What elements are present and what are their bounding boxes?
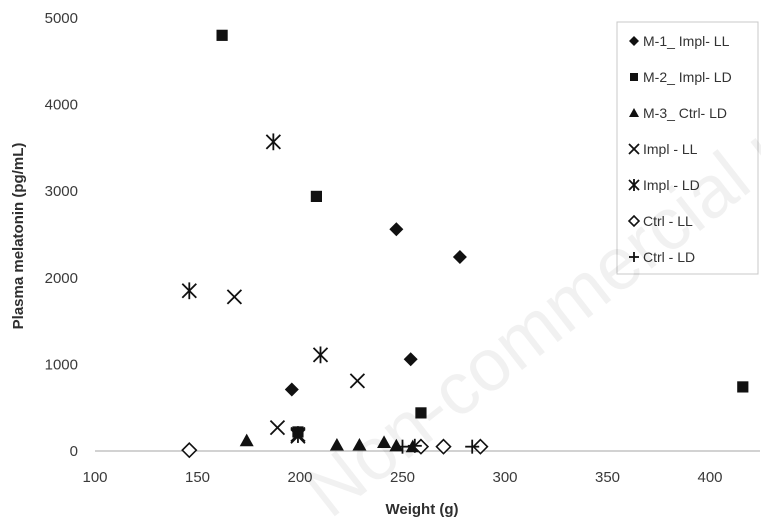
- series-diamond: [284, 222, 467, 397]
- data-point-triangle: [377, 435, 392, 448]
- series-x: [226, 289, 366, 444]
- x-tick-label: 150: [185, 469, 210, 486]
- x-axis-ticks: 100 150 200 250 300 350 400: [82, 469, 722, 486]
- data-point-triangle: [352, 437, 367, 451]
- series-open-diamond: [181, 438, 489, 459]
- legend-marker-star: [628, 179, 640, 191]
- legend-marker-square: [630, 73, 638, 81]
- legend-label: Impl - LL: [643, 141, 698, 157]
- y-tick-label: 2000: [45, 270, 78, 287]
- x-tick-label: 300: [492, 469, 517, 486]
- data-point-open-diamond: [472, 438, 489, 455]
- legend-label: Ctrl - LL: [643, 213, 693, 229]
- data-point-diamond: [452, 250, 467, 265]
- legend-marker-diamond: [629, 36, 639, 46]
- y-tick-label: 5000: [45, 10, 78, 27]
- data-point-square: [310, 190, 322, 202]
- data-point-diamond: [389, 222, 404, 237]
- x-tick-label: 200: [287, 469, 312, 486]
- data-point-square: [415, 407, 427, 419]
- y-axis-ticks: 0 1000 2000 3000 4000 5000: [45, 10, 78, 460]
- data-point-plus: [395, 439, 410, 454]
- data-point-open-diamond: [181, 442, 198, 459]
- series-plus: [395, 438, 480, 454]
- data-point-star: [290, 426, 306, 443]
- series-layer: [181, 29, 749, 459]
- y-tick-label: 1000: [45, 356, 78, 373]
- x-axis-title: Weight (g): [385, 501, 458, 518]
- data-point-open-diamond: [435, 438, 452, 455]
- legend-label: Impl - LD: [643, 177, 700, 193]
- y-tick-label: 3000: [45, 183, 78, 200]
- data-point-triangle: [389, 438, 404, 452]
- series-star: [181, 133, 329, 443]
- x-tick-label: 350: [595, 469, 620, 486]
- legend-box: [616, 21, 759, 275]
- data-point-plus: [465, 439, 480, 454]
- data-point-star: [181, 282, 197, 300]
- legend-marker-open-diamond: [627, 214, 641, 228]
- legend-label: Ctrl - LD: [643, 249, 695, 265]
- data-point-square: [737, 381, 749, 393]
- data-point-plus: [407, 438, 422, 453]
- data-point-x: [269, 419, 286, 436]
- y-tick-label: 4000: [45, 97, 78, 114]
- y-tick-label: 0: [70, 443, 78, 460]
- legend-label: M-1_ Impl- LL: [643, 33, 730, 49]
- data-point-triangle: [239, 433, 254, 447]
- data-point-x: [226, 289, 243, 305]
- data-point-star: [265, 133, 281, 151]
- legend-marker-plus: [629, 252, 639, 262]
- x-tick-label: 100: [82, 469, 107, 486]
- legend: M-1_ Impl- LL M-2_ Impl- LD M-3_ Ctrl- LD I…: [616, 21, 759, 275]
- data-point-star: [312, 346, 329, 364]
- legend-label: M-3_ Ctrl- LD: [643, 105, 727, 121]
- y-axis-title: Plasma melatonin (pg/mL): [10, 143, 27, 330]
- x-tick-label: 250: [390, 469, 415, 486]
- data-point-diamond: [403, 352, 418, 367]
- data-point-diamond: [284, 382, 299, 397]
- data-point-triangle: [329, 437, 344, 451]
- legend-marker-triangle: [629, 108, 639, 117]
- legend-label: M-2_ Impl- LD: [643, 69, 732, 85]
- x-tick-label: 400: [697, 469, 722, 486]
- legend-marker-x: [628, 143, 640, 155]
- data-point-x: [349, 373, 366, 389]
- data-point-square: [216, 29, 228, 41]
